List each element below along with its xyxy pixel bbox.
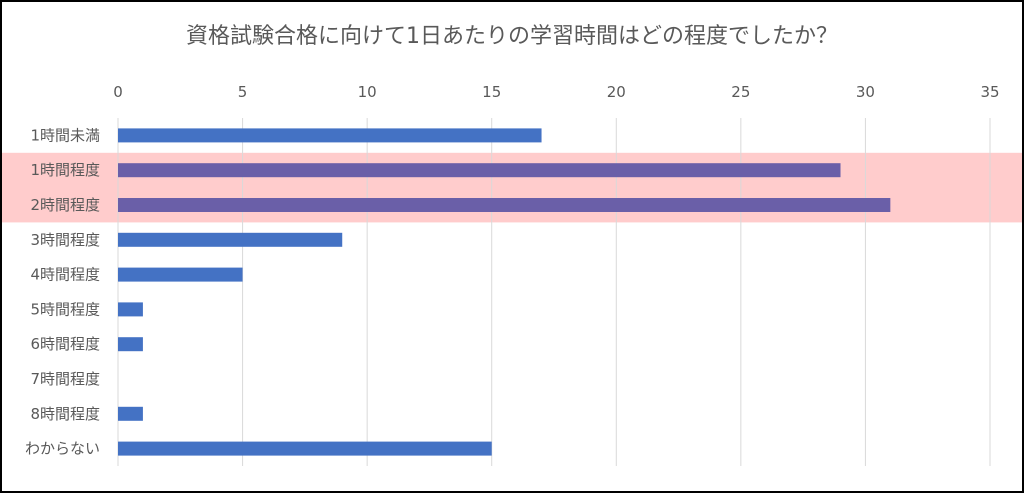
bar (118, 128, 542, 143)
y-category-label: わからない (25, 440, 100, 458)
y-category-label: 4時間程度 (30, 266, 100, 284)
x-tick-label: 30 (856, 83, 875, 101)
bar (118, 406, 143, 421)
x-tick-label: 35 (980, 83, 999, 101)
bar (118, 232, 343, 247)
x-tick-label: 15 (482, 83, 501, 101)
bar (118, 163, 841, 178)
y-category-label: 5時間程度 (30, 300, 100, 318)
y-category-label: 3時間程度 (30, 231, 100, 249)
bar (118, 302, 143, 317)
x-tick-label: 20 (607, 83, 626, 101)
y-category-label: 1時間未満 (30, 126, 100, 144)
x-tick-label: 25 (731, 83, 750, 101)
chart-title: 資格試験合格に向けて1日あたりの学習時間はどの程度でしたか？ (186, 24, 838, 49)
x-tick-label: 0 (113, 83, 123, 101)
x-tick-label: 10 (358, 83, 377, 101)
y-category-label: 6時間程度 (30, 335, 100, 353)
bar (118, 267, 243, 282)
bar (118, 441, 492, 456)
bar (118, 198, 891, 212)
bar (118, 337, 143, 352)
y-category-label: 1時間程度 (30, 161, 100, 179)
x-tick-label: 5 (238, 83, 248, 101)
y-category-label: 7時間程度 (30, 370, 100, 388)
y-category-label: 8時間程度 (30, 405, 100, 423)
y-category-label: 2時間程度 (30, 196, 100, 214)
